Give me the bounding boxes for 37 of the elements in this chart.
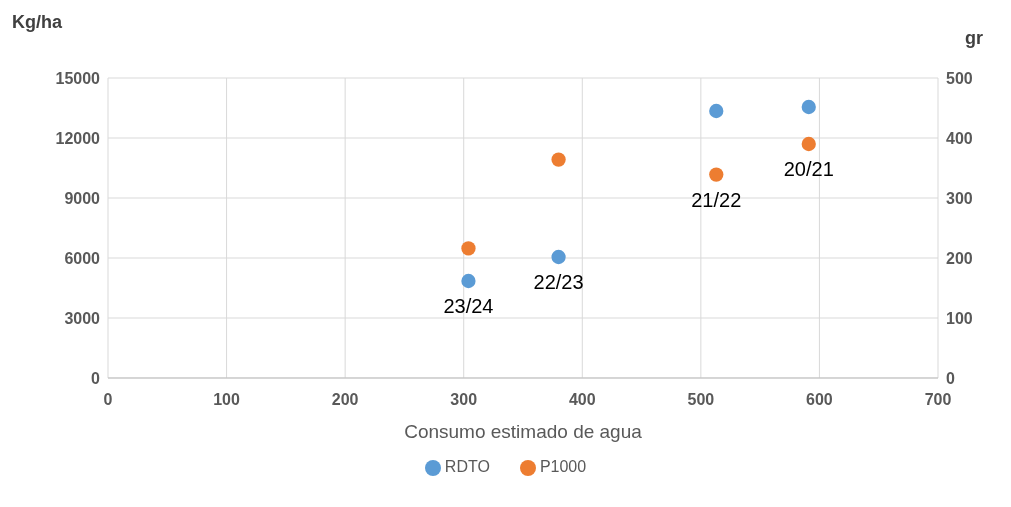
- point: [801, 99, 816, 115]
- y2-tick-label: 200: [946, 249, 973, 267]
- point: [709, 103, 724, 119]
- legend-label: RDTO: [444, 458, 490, 475]
- y-tick-label: 15000: [55, 69, 101, 87]
- annotation: 20/21: [783, 158, 834, 181]
- y-tick-label: 0: [91, 369, 101, 387]
- x-tick-label: 400: [568, 391, 596, 409]
- x-axis-title: Consumo estimado de agua: [404, 421, 643, 442]
- y-tick-label: 9000: [64, 189, 101, 207]
- y-tick-label: 12000: [55, 129, 101, 147]
- y2-axis-title: gr: [965, 28, 983, 49]
- y-tick-label: 6000: [64, 249, 101, 267]
- annotation: 22/23: [533, 271, 584, 294]
- y2-tick-label: 300: [946, 189, 973, 207]
- x-tick-label: 200: [331, 391, 359, 409]
- y2-tick-label: 100: [946, 309, 973, 327]
- y2-tick-label: 500: [946, 69, 973, 87]
- x-tick-label: 600: [806, 391, 833, 409]
- point: [551, 249, 566, 265]
- x-tick-label: 100: [213, 391, 241, 409]
- y-axis-title: Kg/ha: [12, 12, 63, 33]
- legend-label: P1000: [539, 458, 587, 475]
- point: [709, 167, 724, 182]
- y2-tick-label: 400: [946, 129, 973, 147]
- x-tick-label: 700: [924, 391, 952, 409]
- point: [461, 273, 476, 289]
- y-tick-label: 3000: [64, 309, 101, 327]
- x-tick-label: 300: [450, 391, 478, 409]
- y2-tick-label: 0: [946, 369, 955, 387]
- annotation: 21/22: [691, 188, 742, 211]
- point: [461, 241, 476, 256]
- point: [801, 136, 816, 152]
- point: [551, 152, 566, 167]
- annotation: 23/24: [443, 295, 494, 318]
- x-tick-label: 0: [103, 391, 113, 409]
- x-tick-label: 500: [687, 391, 715, 409]
